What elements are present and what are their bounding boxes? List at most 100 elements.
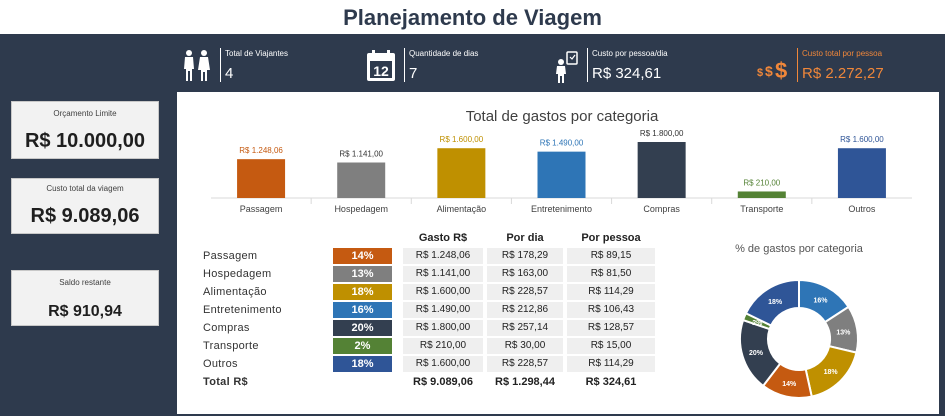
donut-slice-6	[744, 278, 800, 327]
kpi-separator	[404, 48, 405, 82]
row-por-dia: R$ 228,57	[487, 356, 563, 372]
bar-6	[837, 148, 886, 198]
row-gasto: R$ 1.490,00	[403, 302, 483, 318]
page-title: Planejamento de Viagem	[343, 5, 602, 30]
row-por-pessoa: R$ 114,29	[567, 284, 655, 300]
row-pct-badge: 13%	[333, 266, 392, 282]
donut-slice-label: 13%	[836, 329, 851, 336]
table-row: Compras 20% R$ 1.800,00 R$ 257,14 R$ 128…	[203, 320, 663, 337]
bar-category-label: Transporte	[740, 204, 783, 214]
bar-1	[337, 162, 386, 198]
bar-3	[537, 151, 586, 198]
total-por-pessoa: R$ 324,61	[585, 376, 637, 388]
kpi-value: 7	[409, 65, 418, 82]
kpi-separator	[797, 48, 798, 82]
bar-category-label: Outros	[848, 204, 876, 214]
total-por-dia: R$ 1.298,44	[495, 376, 555, 388]
row-pct-badge: 2%	[333, 338, 392, 354]
travelers-icon	[184, 50, 210, 81]
row-gasto: R$ 1.248,06	[403, 248, 483, 264]
donut-slice-label: 18%	[768, 299, 783, 306]
bar-data-label: R$ 1.141,00	[339, 150, 383, 159]
bar-category-label: Compras	[643, 204, 680, 214]
row-por-dia: R$ 228,57	[487, 284, 563, 300]
kpi-separator	[220, 48, 221, 82]
row-gasto: R$ 1.141,00	[403, 266, 483, 282]
row-category: Passagem	[203, 250, 258, 262]
donut-slice-label: 18%	[824, 369, 839, 376]
table-header-por-pessoa: Por pessoa	[581, 232, 641, 244]
bar-0	[237, 159, 286, 198]
row-category: Hospedagem	[203, 268, 272, 280]
row-gasto: R$ 1.800,00	[403, 320, 483, 336]
row-pct-badge: 18%	[333, 356, 392, 372]
kpi-value: R$ 324,61	[592, 65, 662, 82]
bar-chart-title: Total de gastos por categoria	[466, 108, 659, 125]
svg-text:$: $	[757, 67, 763, 79]
row-category: Entretenimento	[203, 304, 282, 316]
kpi-value: R$ 2.272,27	[802, 65, 884, 82]
row-pct-badge: 16%	[333, 302, 392, 318]
card-custo-total-viagem: Custo total da viagem R$ 9.089,06	[11, 178, 159, 234]
main-panel: Total de gastos por categoria R$ 1.248,0…	[177, 92, 939, 414]
table-row: Outros 18% R$ 1.600,00 R$ 228,57 R$ 114,…	[203, 356, 663, 373]
donut-slice-label: 16%	[813, 297, 828, 304]
row-por-dia: R$ 178,29	[487, 248, 563, 264]
donut-chart: % de gastos por categoria 16% 13% 18% 14% 20…	[735, 243, 864, 399]
bar-2	[437, 148, 486, 198]
row-pct-badge: 20%	[333, 320, 392, 336]
kpi-label: Custo total por pessoa	[802, 49, 883, 58]
table-header-por-dia: Por dia	[506, 232, 544, 244]
row-por-dia: R$ 30,00	[487, 338, 563, 354]
donut-chart-title: % de gastos por categoria	[735, 243, 864, 255]
table-header-gasto: Gasto R$	[418, 232, 468, 244]
card-label: Custo total da viagem	[46, 184, 124, 193]
dollar-signs-icon: $ $ $	[757, 58, 787, 83]
row-por-dia: R$ 212,86	[487, 302, 563, 318]
bar-data-label: R$ 210,00	[743, 178, 780, 187]
table-total-row: Total R$ R$ 9.089,06 R$ 1.298,44 R$ 324,…	[203, 374, 663, 391]
total-gasto: R$ 9.089,06	[413, 376, 473, 388]
row-category: Outros	[203, 358, 238, 370]
calendar-icon-text: 12	[373, 63, 389, 79]
bar-data-label: R$ 1.600,00	[840, 135, 884, 144]
row-por-pessoa: R$ 89,15	[567, 248, 655, 264]
table-row: Alimentação 18% R$ 1.600,00 R$ 228,57 R$…	[203, 284, 663, 301]
donut-slice-label: 2%	[752, 320, 763, 327]
row-por-pessoa: R$ 81,50	[567, 266, 655, 282]
row-gasto: R$ 1.600,00	[403, 284, 483, 300]
kpi-separator	[587, 48, 588, 82]
row-pct-badge: 18%	[333, 284, 392, 300]
bar-data-label: R$ 1.248,06	[239, 146, 283, 155]
bar-category-label: Passagem	[240, 204, 283, 214]
row-category: Alimentação	[203, 286, 267, 298]
table-row: Passagem 14% R$ 1.248,06 R$ 178,29 R$ 89…	[203, 248, 663, 265]
bar-category-label: Hospedagem	[334, 204, 388, 214]
row-por-dia: R$ 163,00	[487, 266, 563, 282]
bar-data-label: R$ 1.600,00	[440, 135, 484, 144]
card-value: R$ 910,94	[48, 303, 122, 320]
row-por-pessoa: R$ 106,43	[567, 302, 655, 318]
calendar-icon: 12	[367, 50, 395, 81]
row-por-pessoa: R$ 114,29	[567, 356, 655, 372]
bar-chart: Total de gastos por categoria R$ 1.248,0…	[211, 108, 912, 214]
kpi-label: Custo por pessoa/dia	[592, 49, 668, 58]
bar-data-label: R$ 1.490,00	[540, 139, 584, 148]
donut-slice-label: 20%	[749, 350, 764, 357]
donut-slice-label: 14%	[782, 381, 797, 388]
row-gasto: R$ 1.600,00	[403, 356, 483, 372]
bar-4	[637, 142, 686, 198]
card-value: R$ 10.000,00	[24, 130, 146, 152]
row-category: Transporte	[203, 340, 259, 352]
table-row: Entretenimento 16% R$ 1.490,00 R$ 212,86…	[203, 302, 663, 319]
table-row: Hospedagem 13% R$ 1.141,00 R$ 163,00 R$ …	[203, 266, 663, 283]
bar-category-label: Entretenimento	[531, 204, 592, 214]
kpi-label: Quantidade de dias	[409, 49, 479, 58]
traveler-luggage-icon	[556, 51, 578, 83]
bar-category-label: Alimentação	[437, 204, 487, 214]
svg-text:$: $	[775, 58, 787, 83]
svg-text:$: $	[765, 63, 773, 79]
card-orcamento-limite: Orçamento Limite R$ 10.000,00	[11, 101, 159, 159]
title-bar: Planejamento de Viagem	[0, 0, 945, 36]
card-label: Saldo restante	[59, 278, 111, 287]
